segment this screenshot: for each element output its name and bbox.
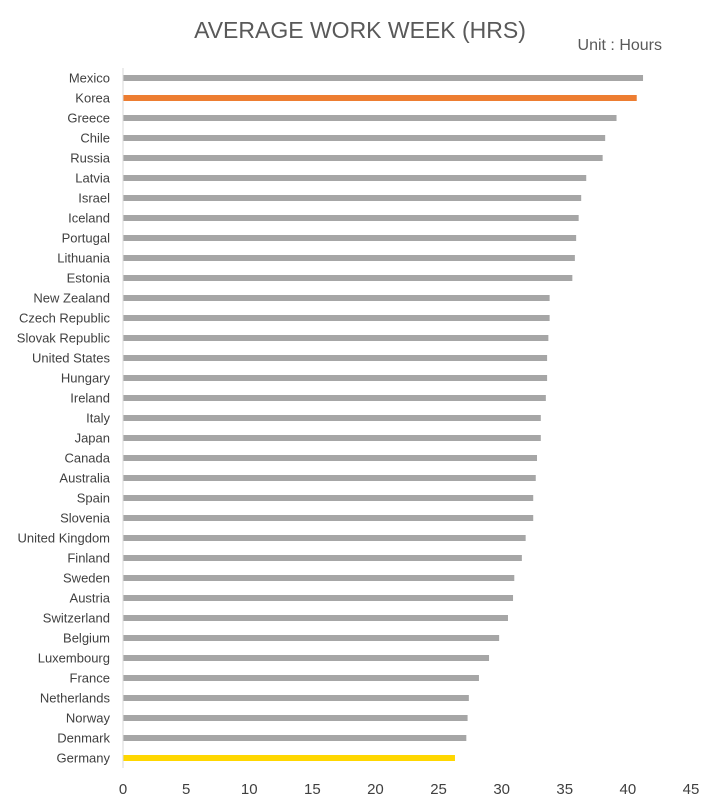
category-label: Mexico xyxy=(69,71,110,86)
x-tick-label: 15 xyxy=(304,781,321,798)
bar-ireland xyxy=(123,395,546,401)
bar-switzerland xyxy=(123,615,508,621)
category-label: Netherlands xyxy=(40,691,111,706)
category-label: Portugal xyxy=(62,231,111,246)
category-label: Germany xyxy=(57,751,111,766)
bar-lithuania xyxy=(123,255,575,261)
category-label: Chile xyxy=(80,131,110,146)
x-tick-label: 25 xyxy=(430,781,447,798)
bar-hungary xyxy=(123,375,548,381)
category-label: Canada xyxy=(64,451,110,466)
category-label: Slovenia xyxy=(60,511,111,526)
bar-japan xyxy=(123,435,541,441)
bar-chile xyxy=(123,135,606,141)
bar-australia xyxy=(123,475,536,481)
bar-italy xyxy=(123,415,541,421)
category-label: Australia xyxy=(59,471,110,486)
category-label: Italy xyxy=(86,411,110,426)
category-label: Norway xyxy=(66,711,111,726)
category-label: Estonia xyxy=(67,271,111,286)
bar-slovak-republic xyxy=(123,335,549,341)
x-tick-label: 45 xyxy=(683,781,700,798)
bar-norway xyxy=(123,715,468,721)
category-label: France xyxy=(70,671,110,686)
x-tick-label: 0 xyxy=(119,781,127,798)
bar-finland xyxy=(123,555,522,561)
bar-united-states xyxy=(123,355,548,361)
bar-denmark xyxy=(123,735,467,741)
category-label: Denmark xyxy=(57,731,110,746)
category-label: Russia xyxy=(70,151,111,166)
category-label: Greece xyxy=(67,111,110,126)
bar-korea xyxy=(123,95,637,101)
category-label: Austria xyxy=(70,591,111,606)
bar-czech-republic xyxy=(123,315,550,321)
bar-spain xyxy=(123,495,534,501)
category-labels: Mexico Korea Greece Chile Russia Latvia Israel… xyxy=(17,71,111,766)
bar-sweden xyxy=(123,575,515,581)
x-tick-label: 5 xyxy=(182,781,190,798)
category-label: Luxembourg xyxy=(38,651,110,666)
category-label: Switzerland xyxy=(43,611,110,626)
x-tick-label: 30 xyxy=(493,781,510,798)
bar-greece xyxy=(123,115,617,121)
bar-luxembourg xyxy=(123,655,490,661)
bar-netherlands xyxy=(123,695,469,701)
bar-canada xyxy=(123,455,538,461)
category-label: Ireland xyxy=(70,391,110,406)
unit-label: Unit : Hours xyxy=(578,37,662,54)
category-label: Iceland xyxy=(68,211,110,226)
category-label: United Kingdom xyxy=(18,531,111,546)
category-label: Slovak Republic xyxy=(17,331,111,346)
bar-new-zealand xyxy=(123,295,550,301)
category-label: Belgium xyxy=(63,631,110,646)
category-label: Korea xyxy=(75,91,110,106)
bar-latvia xyxy=(123,175,587,181)
chart-title: AVERAGE WORK WEEK (HRS) xyxy=(194,17,526,43)
x-tick-label: 35 xyxy=(556,781,573,798)
category-label: Spain xyxy=(77,491,110,506)
bar-united-kingdom xyxy=(123,535,526,541)
bar-israel xyxy=(123,195,582,201)
x-tick-label: 20 xyxy=(367,781,384,798)
bar-france xyxy=(123,675,479,681)
bar-russia xyxy=(123,155,603,161)
bar-germany xyxy=(123,755,455,761)
category-label: Hungary xyxy=(61,371,111,386)
bar-portugal xyxy=(123,235,577,241)
bar-austria xyxy=(123,595,514,601)
bars xyxy=(123,75,644,761)
category-label: Lithuania xyxy=(57,251,111,266)
category-label: Czech Republic xyxy=(19,311,111,326)
category-label: Latvia xyxy=(75,171,110,186)
bar-estonia xyxy=(123,275,573,281)
x-tick-label: 40 xyxy=(620,781,637,798)
category-label: Israel xyxy=(78,191,110,206)
category-label: Sweden xyxy=(63,571,110,586)
category-label: Finland xyxy=(67,551,110,566)
bar-belgium xyxy=(123,635,500,641)
x-axis-ticks: 0 5 10 15 20 25 30 35 40 45 xyxy=(119,781,700,798)
category-label: United States xyxy=(32,351,111,366)
category-label: New Zealand xyxy=(33,291,110,306)
bar-slovenia xyxy=(123,515,534,521)
x-tick-label: 10 xyxy=(241,781,258,798)
bar-mexico xyxy=(123,75,644,81)
category-label: Japan xyxy=(75,431,110,446)
bar-iceland xyxy=(123,215,579,221)
